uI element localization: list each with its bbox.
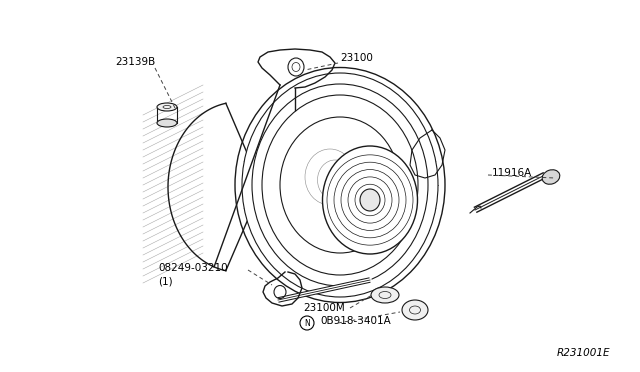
Ellipse shape bbox=[542, 170, 560, 184]
Ellipse shape bbox=[402, 300, 428, 320]
Text: 23139B: 23139B bbox=[115, 57, 156, 67]
Text: 23100: 23100 bbox=[340, 53, 373, 63]
Text: 0B918-3401A: 0B918-3401A bbox=[320, 316, 391, 326]
Ellipse shape bbox=[327, 155, 413, 245]
Ellipse shape bbox=[355, 184, 385, 216]
Ellipse shape bbox=[157, 119, 177, 127]
Text: 23100M: 23100M bbox=[303, 303, 345, 313]
Ellipse shape bbox=[341, 170, 399, 230]
Ellipse shape bbox=[157, 103, 177, 111]
Ellipse shape bbox=[348, 177, 392, 223]
Ellipse shape bbox=[360, 189, 380, 211]
Ellipse shape bbox=[334, 162, 406, 238]
Text: N: N bbox=[304, 318, 310, 327]
Ellipse shape bbox=[323, 146, 417, 254]
Text: 08249-03210: 08249-03210 bbox=[158, 263, 228, 273]
Text: (1): (1) bbox=[158, 276, 173, 286]
Ellipse shape bbox=[242, 73, 438, 297]
Ellipse shape bbox=[371, 287, 399, 303]
Text: 11916A: 11916A bbox=[492, 168, 532, 178]
Ellipse shape bbox=[280, 117, 400, 253]
Text: R231001E: R231001E bbox=[557, 348, 610, 358]
Ellipse shape bbox=[235, 67, 445, 302]
Ellipse shape bbox=[262, 95, 418, 275]
Ellipse shape bbox=[252, 84, 428, 286]
